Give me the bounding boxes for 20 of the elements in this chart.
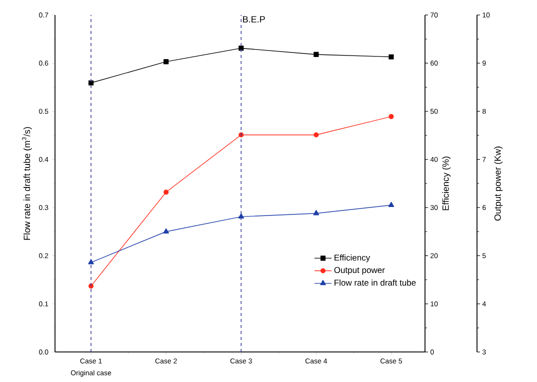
point <box>314 52 319 58</box>
point <box>164 59 169 64</box>
point <box>164 190 169 195</box>
point <box>163 228 170 234</box>
ref-line-label: B.E.P <box>243 16 265 22</box>
point <box>388 202 394 208</box>
point <box>313 210 320 216</box>
point <box>88 259 94 264</box>
point <box>388 54 394 60</box>
point <box>88 80 94 86</box>
y3-axis-title: Output power (Kw) <box>494 146 503 221</box>
legend-label: Efficiency <box>334 254 370 262</box>
point <box>314 132 319 138</box>
y2-axis-title: Efficiency (%) <box>442 156 451 210</box>
point <box>238 46 244 51</box>
legend-label: Output power <box>334 267 385 275</box>
point <box>238 213 244 219</box>
point <box>388 114 394 120</box>
y-axis-title: Flow rate in draft tube (m$^{3}$/s) <box>22 127 32 240</box>
legend-label: Flow rate in draft tube <box>334 279 416 286</box>
